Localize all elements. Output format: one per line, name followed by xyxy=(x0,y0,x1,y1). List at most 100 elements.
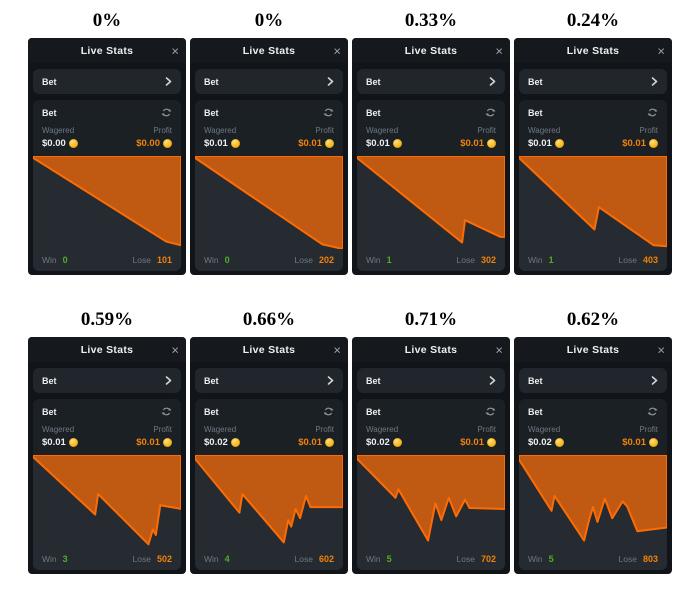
percentage-caption: 0% xyxy=(92,10,122,31)
bet-stats-label: Bet xyxy=(42,107,57,118)
refresh-icon[interactable] xyxy=(647,406,658,417)
profit-label: Profit xyxy=(477,126,496,135)
stats-cell: 0.33% Live Stats × Bet Bet xyxy=(352,4,510,275)
lose-label: Lose xyxy=(294,255,313,265)
close-icon[interactable]: × xyxy=(657,342,665,357)
chart-section: Win 1 Lose 403 xyxy=(519,156,667,271)
lose-label: Lose xyxy=(132,255,151,265)
close-icon[interactable]: × xyxy=(333,43,341,58)
bet-stats-header: Bet xyxy=(33,399,181,424)
wagered-label: Wagered xyxy=(366,126,399,135)
win-group: Win 5 xyxy=(528,554,554,564)
wagered-stat: Wagered $0.02 xyxy=(204,425,240,448)
chevron-right-icon xyxy=(651,376,658,385)
profit-chart xyxy=(357,455,505,548)
bet-selector-row[interactable]: Bet xyxy=(519,69,667,94)
win-count: 0 xyxy=(224,255,230,265)
wagered-profit-block: Wagered $0.02 Profit $0.01 xyxy=(357,424,505,455)
lose-group: Lose 101 xyxy=(133,255,172,265)
wagered-stat: Wagered $0.01 xyxy=(528,126,564,149)
bet-selector-row[interactable]: Bet xyxy=(195,69,343,94)
stats-card: Bet Wagered $0.00 xyxy=(33,100,181,271)
bet-selector-row[interactable]: Bet xyxy=(33,368,181,393)
stats-card: Bet Wagered $0.01 xyxy=(519,100,667,271)
win-label: Win xyxy=(366,554,381,564)
stats-cell: 0.59% Live Stats × Bet Bet xyxy=(28,303,186,574)
bet-selector-row[interactable]: Bet xyxy=(357,368,505,393)
win-count: 1 xyxy=(548,255,554,265)
wagered-label: Wagered xyxy=(204,425,237,434)
bet-selector-row[interactable]: Bet xyxy=(195,368,343,393)
profit-chart xyxy=(33,156,181,249)
stats-card: Bet Wagered $0.02 xyxy=(195,399,343,570)
wagered-profit-block: Wagered $0.02 Profit $0.01 xyxy=(195,424,343,455)
bet-selector-row[interactable]: Bet xyxy=(33,69,181,94)
chevron-right-icon xyxy=(165,77,172,86)
coin-icon xyxy=(392,438,402,447)
refresh-icon[interactable] xyxy=(647,107,658,118)
wagered-label: Wagered xyxy=(42,126,75,135)
bet-selector-row[interactable]: Bet xyxy=(519,368,667,393)
chart-section: Win 4 Lose 602 xyxy=(195,455,343,570)
close-icon[interactable]: × xyxy=(495,342,503,357)
win-lose-row: Win 0 Lose 101 xyxy=(33,249,181,271)
win-label: Win xyxy=(204,554,219,564)
bet-selector-label: Bet xyxy=(366,375,381,386)
win-count: 0 xyxy=(62,255,68,265)
live-stats-panel: Live Stats × Bet Bet xyxy=(190,337,348,574)
close-icon[interactable]: × xyxy=(657,43,665,58)
win-group: Win 5 xyxy=(366,554,392,564)
refresh-icon[interactable] xyxy=(323,406,334,417)
wagered-value: $0.02 xyxy=(366,437,390,448)
percentage-caption: 0.62% xyxy=(566,309,620,330)
win-group: Win 3 xyxy=(42,554,68,564)
bet-selector-label: Bet xyxy=(42,375,57,386)
lose-label: Lose xyxy=(618,255,637,265)
coin-icon xyxy=(68,438,78,447)
coin-icon xyxy=(554,438,564,447)
bet-selector-row[interactable]: Bet xyxy=(357,69,505,94)
refresh-icon[interactable] xyxy=(161,107,172,118)
coin-icon xyxy=(68,139,78,148)
stats-cell: 0.66% Live Stats × Bet Bet xyxy=(190,303,348,574)
win-lose-row: Win 5 Lose 803 xyxy=(519,548,667,570)
chart-section: Win 0 Lose 202 xyxy=(195,156,343,271)
panel-title: Live Stats xyxy=(80,343,134,356)
stats-cell: 0.62% Live Stats × Bet Bet xyxy=(514,303,672,574)
percentage-caption: 0.66% xyxy=(242,309,296,330)
refresh-icon[interactable] xyxy=(161,406,172,417)
profit-value: $0.01 xyxy=(622,437,646,448)
close-icon[interactable]: × xyxy=(333,342,341,357)
profit-label: Profit xyxy=(639,425,658,434)
coin-icon xyxy=(649,139,658,148)
win-group: Win 0 xyxy=(204,255,230,265)
coin-icon xyxy=(649,438,658,447)
close-icon[interactable]: × xyxy=(495,43,503,58)
coin-icon xyxy=(163,438,172,447)
profit-stat: Profit $0.01 xyxy=(298,425,334,448)
profit-stat: Profit $0.01 xyxy=(460,126,496,149)
bet-stats-label: Bet xyxy=(366,406,381,417)
bet-stats-label: Bet xyxy=(204,107,219,118)
bet-selector-label: Bet xyxy=(204,76,219,87)
chart-section: Win 5 Lose 702 xyxy=(357,455,505,570)
close-icon[interactable]: × xyxy=(171,342,179,357)
lose-label: Lose xyxy=(456,255,475,265)
wagered-value: $0.01 xyxy=(366,138,390,149)
win-lose-row: Win 1 Lose 302 xyxy=(357,249,505,271)
refresh-icon[interactable] xyxy=(485,107,496,118)
win-count: 5 xyxy=(386,554,392,564)
profit-value: $0.01 xyxy=(136,437,160,448)
panel-title: Live Stats xyxy=(242,44,296,57)
stats-card: Bet Wagered $0.02 xyxy=(357,399,505,570)
live-stats-panel: Live Stats × Bet Bet xyxy=(190,38,348,275)
refresh-icon[interactable] xyxy=(323,107,334,118)
profit-chart xyxy=(33,455,181,548)
bet-stats-label: Bet xyxy=(528,406,543,417)
wagered-value: $0.01 xyxy=(42,437,66,448)
panel-title: Live Stats xyxy=(242,343,296,356)
win-lose-row: Win 5 Lose 702 xyxy=(357,548,505,570)
lose-group: Lose 202 xyxy=(295,255,334,265)
refresh-icon[interactable] xyxy=(485,406,496,417)
close-icon[interactable]: × xyxy=(171,43,179,58)
